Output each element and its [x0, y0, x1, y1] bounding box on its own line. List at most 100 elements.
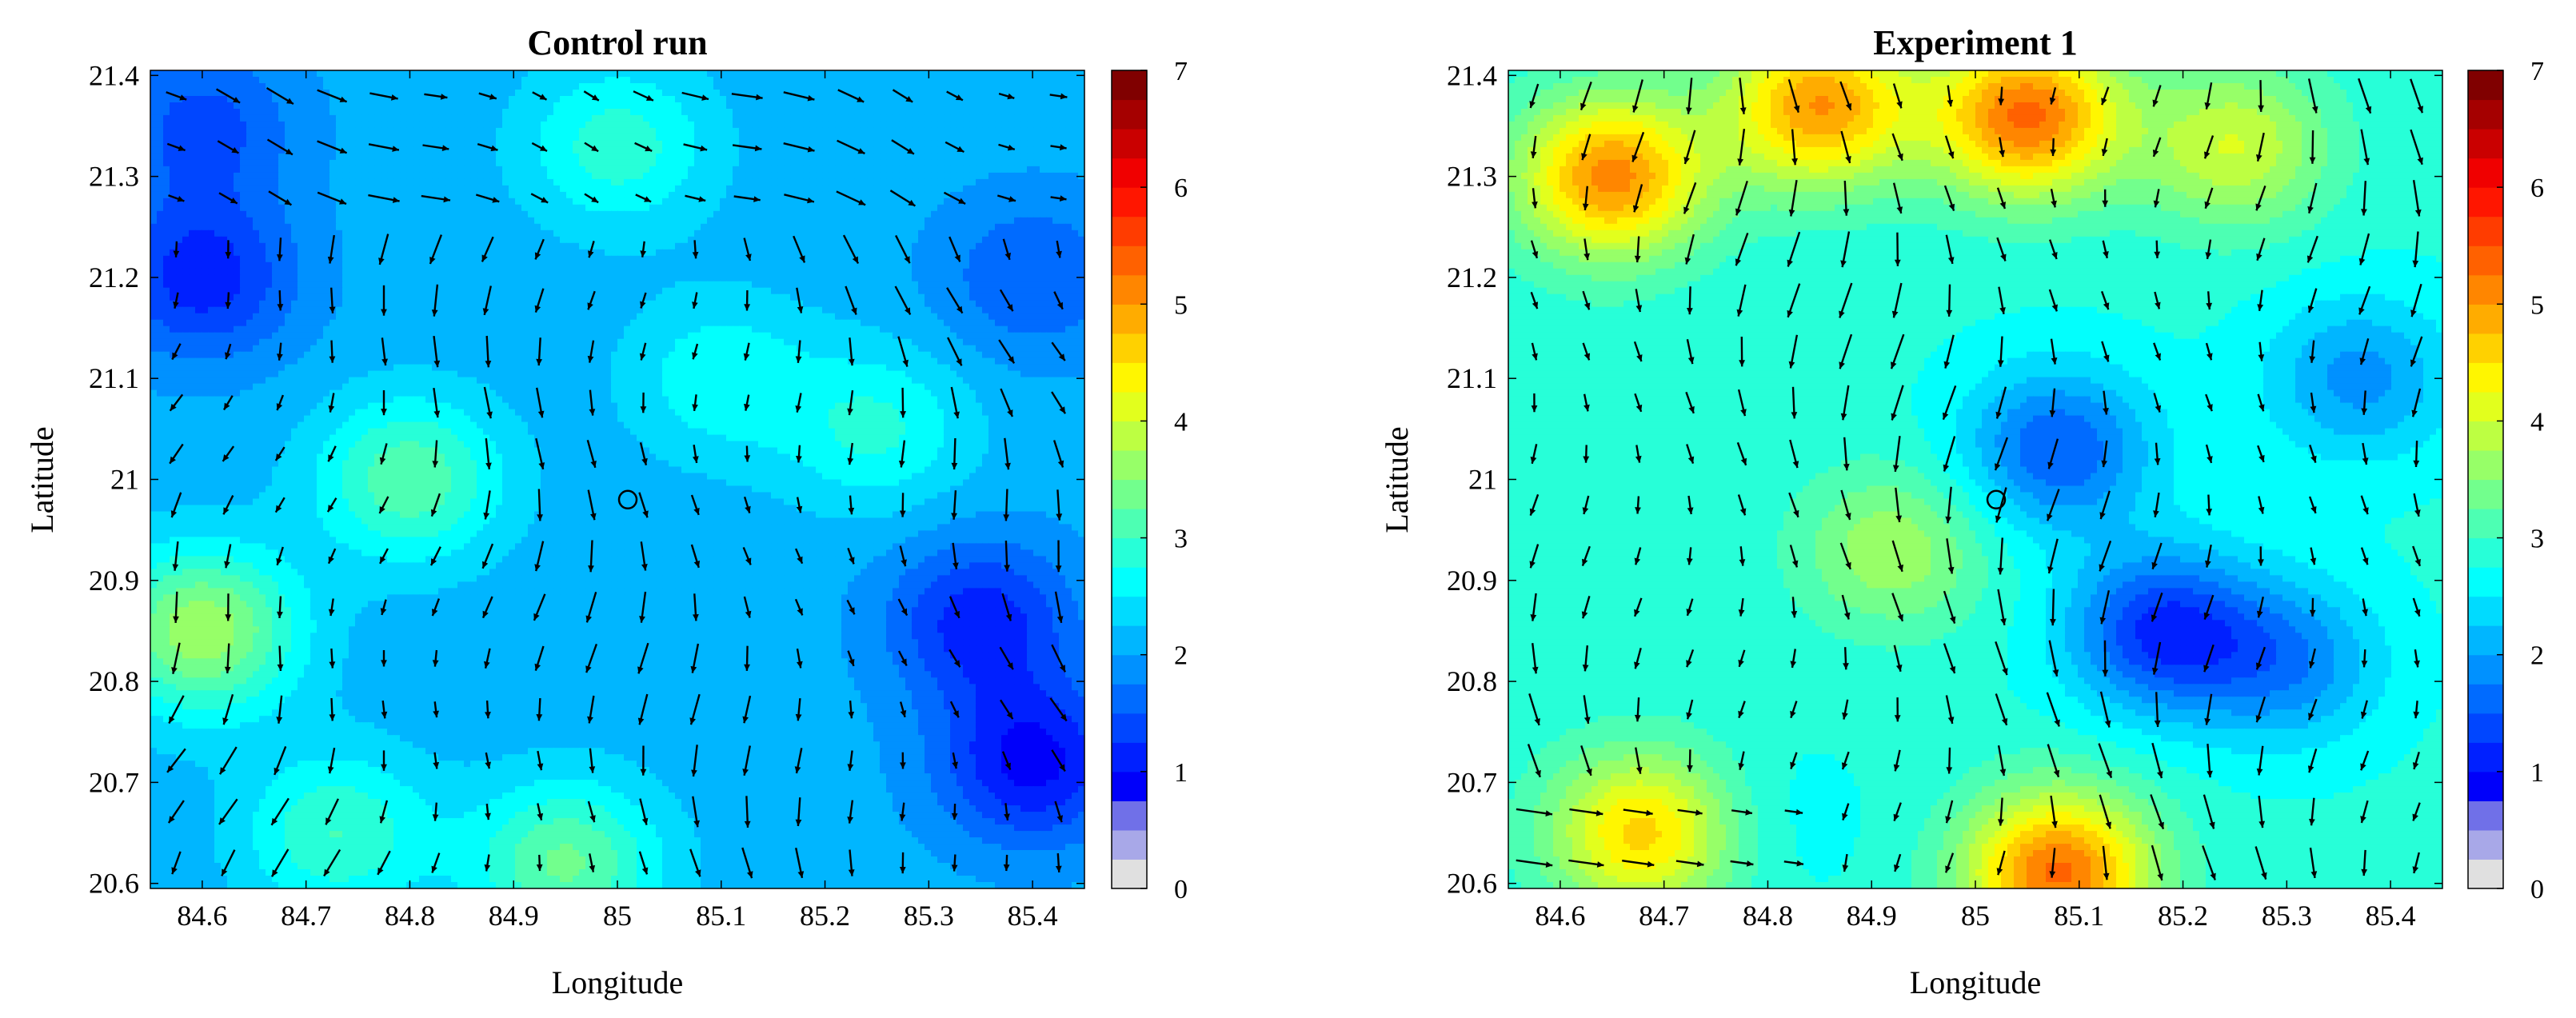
contour-cell — [758, 198, 765, 206]
contour-cell — [829, 249, 836, 257]
contour-cell — [701, 83, 708, 90]
contour-cell — [643, 268, 650, 276]
contour-cell — [553, 268, 561, 276]
contour-cell — [585, 134, 593, 142]
contour-cell — [272, 223, 279, 231]
contour-cell — [777, 90, 785, 97]
contour-cell — [329, 172, 337, 180]
contour-cell — [163, 217, 170, 225]
contour-cell — [157, 268, 164, 276]
contour-cell — [605, 274, 612, 282]
contour-cell — [176, 127, 183, 135]
contour-cell — [701, 70, 708, 78]
contour-cell — [1052, 172, 1060, 180]
contour-cell — [189, 77, 196, 84]
contour-cell — [285, 96, 292, 103]
contour-cell — [541, 172, 548, 180]
contour-cell — [669, 121, 676, 129]
contour-cell — [1040, 178, 1047, 186]
contour-cell — [515, 172, 522, 180]
contour-cell — [701, 159, 708, 167]
contour-cell — [880, 249, 887, 257]
contour-cell — [432, 223, 439, 231]
contour-cell — [1046, 210, 1053, 218]
contour-cell — [822, 255, 829, 263]
contour-cell — [880, 140, 887, 148]
contour-cell — [451, 261, 458, 269]
contour-cell — [950, 77, 957, 84]
contour-cell — [272, 210, 279, 218]
contour-cell — [1065, 77, 1072, 84]
contour-cell — [163, 77, 170, 84]
contour-cell — [976, 114, 983, 122]
contour-cell — [195, 268, 202, 276]
contour-cell — [1052, 77, 1060, 84]
contour-cell — [374, 166, 381, 174]
contour-cell — [624, 109, 631, 116]
contour-cell — [1059, 121, 1066, 129]
contour-cell — [374, 217, 381, 225]
contour-cell — [502, 153, 509, 161]
contour-cell — [969, 114, 976, 122]
contour-cell — [707, 236, 714, 244]
contour-cell — [361, 153, 369, 161]
contour-cell — [925, 255, 932, 263]
contour-cell — [1014, 90, 1021, 97]
contour-cell — [925, 268, 932, 276]
contour-cell — [976, 274, 983, 282]
contour-cell — [342, 198, 349, 206]
contour-cell — [918, 134, 925, 142]
contour-cell — [598, 146, 605, 154]
contour-cell — [266, 102, 273, 110]
contour-cell — [1027, 153, 1034, 161]
contour-cell — [931, 77, 938, 84]
contour-cell — [573, 255, 580, 263]
contour-cell — [662, 281, 669, 289]
contour-cell — [413, 249, 420, 257]
contour-cell — [208, 249, 215, 257]
contour-cell — [720, 127, 727, 135]
contour-cell — [240, 140, 247, 148]
contour-cell — [1008, 83, 1015, 90]
contour-cell — [573, 77, 580, 84]
contour-cell — [1040, 242, 1047, 250]
contour-cell — [957, 223, 964, 231]
contour-cell — [176, 204, 183, 212]
contour-cell — [202, 268, 209, 276]
contour-cell — [182, 102, 190, 110]
contour-cell — [1072, 77, 1079, 84]
contour-cell — [182, 281, 190, 289]
contour-cell — [457, 236, 465, 244]
contour-cell — [285, 172, 292, 180]
contour-cell — [739, 140, 746, 148]
contour-cell — [1065, 153, 1072, 161]
contour-cell — [272, 109, 279, 116]
contour-cell — [298, 281, 305, 289]
contour-cell — [912, 172, 919, 180]
contour-cell — [393, 121, 401, 129]
contour-cell — [541, 166, 548, 174]
contour-cell — [816, 178, 823, 186]
contour-cell — [349, 185, 356, 193]
contour-cell — [170, 134, 177, 142]
contour-cell — [182, 210, 190, 218]
contour-cell — [899, 172, 906, 180]
contour-cell — [509, 102, 516, 110]
contour-cell — [771, 210, 778, 218]
contour-cell — [425, 140, 433, 148]
contour-cell — [483, 261, 490, 269]
contour-cell — [477, 281, 484, 289]
contour-cell — [937, 121, 945, 129]
contour-cell — [266, 159, 273, 167]
contour-cell — [381, 261, 388, 269]
contour-cell — [675, 191, 682, 199]
contour-cell — [483, 134, 490, 142]
contour-cell — [349, 90, 356, 97]
contour-cell — [368, 178, 375, 186]
contour-cell — [873, 114, 881, 122]
contour-cell — [1078, 191, 1084, 199]
contour-cell — [515, 261, 522, 269]
contour-cell — [1078, 102, 1084, 110]
contour-cell — [765, 198, 772, 206]
contour-cell — [489, 77, 497, 84]
